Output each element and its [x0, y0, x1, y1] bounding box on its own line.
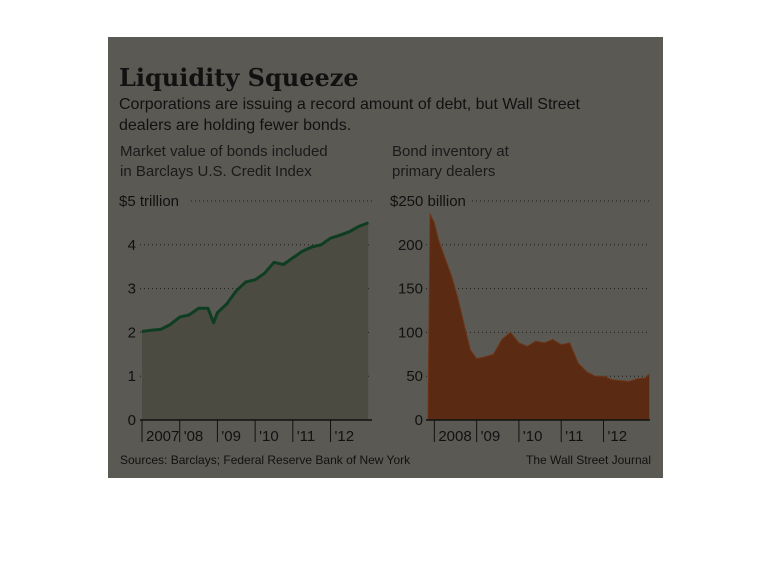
right-data-point — [636, 378, 638, 380]
left-y-tick-label: 4 — [128, 237, 136, 254]
left-data-point — [141, 330, 143, 333]
left-data-point — [301, 250, 303, 252]
left-panel-title-line2: in Barclays U.S. Credit Index — [120, 163, 312, 180]
left-data-point — [254, 279, 256, 281]
right-data-point — [526, 345, 529, 347]
left-x-tick-label: '12 — [335, 428, 355, 445]
right-panel-title-line2: primary dealers — [392, 163, 495, 180]
right-data-point — [501, 338, 503, 340]
right-data-point — [594, 375, 596, 377]
left-unit-label: $5 trillion — [119, 193, 179, 210]
chart-subtitle-line1: Corporations are issuing a record amount… — [119, 96, 581, 113]
right-y-tick-label: 50 — [406, 368, 423, 385]
left-data-point — [150, 329, 152, 331]
left-y-tick-label: 1 — [128, 368, 136, 385]
right-data-point — [543, 342, 545, 344]
right-y-tick-label: 200 — [398, 237, 423, 254]
left-data-point — [348, 231, 350, 233]
left-data-point — [311, 246, 313, 248]
right-x-tick-label: '09 — [481, 428, 501, 445]
right-data-point — [469, 349, 471, 351]
left-data-point — [282, 263, 284, 266]
left-data-point — [263, 272, 266, 274]
right-chart: $250 billion 200 150 100 50 0 2008 '09 '10 '11 '12 — [390, 193, 650, 445]
left-data-point — [235, 290, 237, 292]
right-data-point — [492, 353, 495, 355]
right-x-tick-label: 2008 — [438, 428, 471, 445]
left-data-point — [213, 322, 215, 324]
right-data-point — [577, 362, 579, 364]
right-data-point — [619, 380, 622, 382]
right-data-point — [509, 331, 512, 333]
left-y-tick-label: 2 — [128, 324, 136, 341]
source-note: Sources: Barclays; Federal Reserve Bank … — [120, 453, 411, 467]
right-data-point — [586, 371, 588, 373]
right-data-point — [484, 356, 486, 358]
left-panel-title-line1: Market value of bonds included — [120, 143, 328, 160]
left-data-point — [292, 257, 294, 259]
left-x-tick-label: 2007 — [146, 428, 179, 445]
left-y-tick-label: 3 — [128, 281, 136, 298]
right-unit-label: $250 billion — [390, 193, 466, 210]
right-data-point — [476, 358, 478, 360]
right-data-point — [552, 338, 554, 340]
left-data-point — [188, 314, 190, 316]
left-x-tick-label: '11 — [297, 428, 315, 445]
right-data-point — [457, 296, 459, 298]
left-chart: $5 trillion 4 3 2 1 0 2007 '08 '09 '10 '11 '12 — [119, 193, 372, 445]
right-x-tick-label: '10 — [523, 428, 543, 445]
left-data-point — [273, 261, 275, 263]
publisher-credit: The Wall Street Journal — [526, 453, 651, 467]
right-y-tick-label: 150 — [398, 281, 423, 298]
left-data-point — [216, 312, 218, 314]
right-data-point — [518, 342, 520, 344]
right-data-point — [648, 373, 650, 375]
left-data-point — [169, 323, 171, 326]
left-data-point — [207, 307, 209, 309]
left-data-point — [329, 237, 332, 239]
left-data-point — [160, 328, 162, 330]
left-series-area — [142, 222, 369, 420]
left-data-point — [320, 244, 322, 246]
right-data-point — [535, 340, 537, 342]
left-data-point — [245, 281, 247, 283]
right-data-point — [444, 257, 446, 259]
left-x-tick-label: '08 — [184, 428, 204, 445]
right-data-point — [463, 323, 465, 325]
left-data-point — [179, 316, 181, 318]
right-data-point — [602, 375, 605, 377]
right-panel-title-line1: Bond inventory at — [392, 143, 510, 160]
left-x-tick-label: '10 — [259, 428, 279, 445]
right-data-point — [450, 274, 452, 277]
chart-title: Liquidity Squeeze — [119, 63, 359, 92]
right-data-point — [560, 344, 562, 346]
right-data-point — [569, 342, 571, 344]
left-y-tick-label: 0 — [128, 412, 136, 429]
right-data-point — [433, 222, 435, 224]
right-data-point — [438, 239, 440, 241]
right-data-point — [628, 380, 630, 383]
right-y-tick-label: 100 — [398, 324, 423, 341]
left-data-point — [358, 225, 360, 227]
right-data-point — [429, 213, 431, 215]
chart-subtitle-line2: dealers are holding fewer bonds. — [119, 117, 351, 134]
right-x-tick-label: '12 — [607, 428, 627, 445]
right-y-tick-label: 0 — [415, 412, 423, 429]
right-data-point — [645, 377, 647, 379]
right-data-point — [611, 379, 613, 381]
left-data-point — [339, 234, 341, 236]
right-x-tick-label: '11 — [565, 428, 583, 445]
right-series-area — [428, 214, 650, 420]
left-series-line — [141, 221, 369, 333]
left-data-point — [367, 222, 369, 224]
left-data-point — [226, 303, 228, 305]
left-data-point — [198, 307, 200, 309]
left-x-tick-label: '09 — [221, 428, 241, 445]
